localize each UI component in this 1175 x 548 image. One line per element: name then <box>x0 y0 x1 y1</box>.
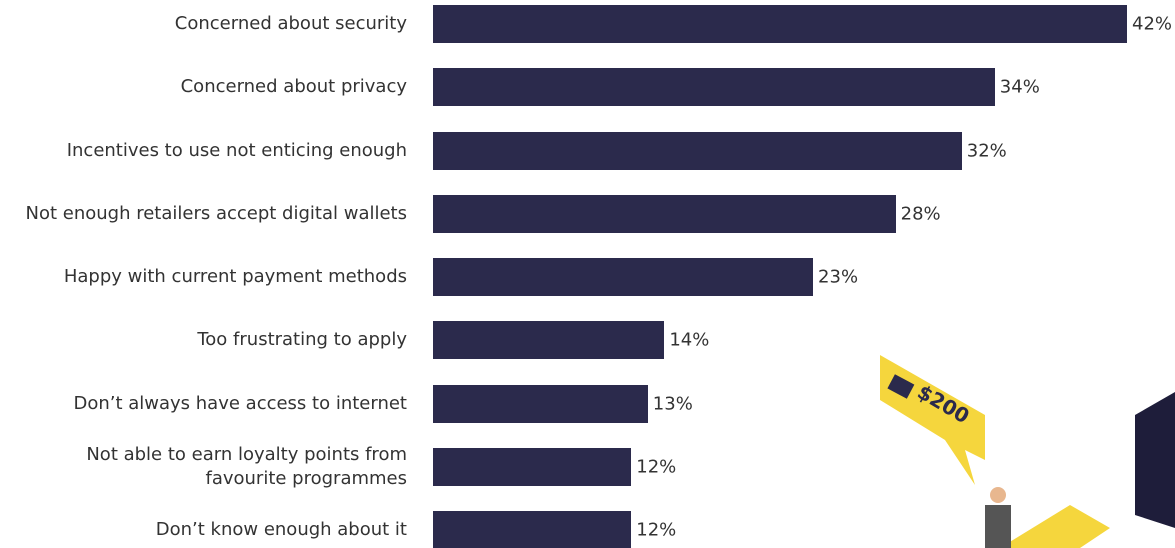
bar <box>433 447 632 486</box>
dark-box <box>1135 392 1175 528</box>
value-label: 28% <box>900 203 941 225</box>
bar <box>433 384 648 423</box>
bar <box>433 5 1127 43</box>
category-label: Incentives to use not enticing enough <box>66 139 407 161</box>
card-icon <box>887 374 915 399</box>
bar <box>433 511 632 548</box>
value-label: 12% <box>636 519 677 541</box>
bar <box>433 68 995 107</box>
value-label: 13% <box>652 393 693 414</box>
price-tag <box>880 355 985 485</box>
value-label: 32% <box>966 140 1007 161</box>
value-label: 34% <box>999 76 1040 98</box>
bar <box>433 258 814 296</box>
person-head <box>990 487 1006 503</box>
sign <box>1000 505 1110 548</box>
value-label: 14% <box>669 329 710 351</box>
category-label: Don’t know enough about it <box>155 519 407 540</box>
bar <box>433 131 962 170</box>
value-label: 12% <box>636 456 677 478</box>
bar <box>433 194 896 233</box>
bar <box>433 321 665 360</box>
person-body <box>985 505 1011 548</box>
value-label: 42% <box>1132 13 1173 35</box>
category-label: Don’t always have access to internet <box>73 392 407 414</box>
category-label: Not able to earn loyalty points from fav… <box>86 443 407 489</box>
category-label: Not enough retailers accept digital wall… <box>25 202 408 224</box>
value-label: 23% <box>818 266 859 288</box>
category-label: Concerned about privacy <box>180 76 407 98</box>
category-label: Too frustrating to apply <box>197 329 407 351</box>
category-label: Happy with current payment methods <box>63 266 407 287</box>
category-label: Concerned about security <box>174 13 407 34</box>
